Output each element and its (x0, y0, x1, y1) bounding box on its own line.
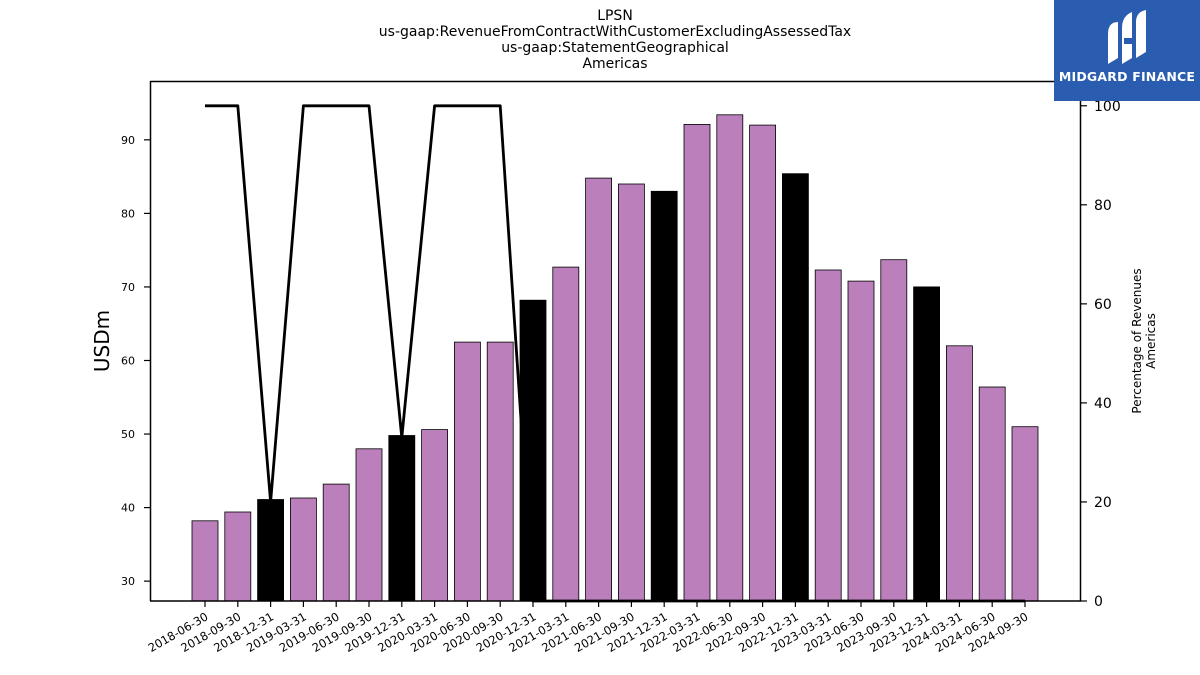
x-ticks: 2018-06-302018-09-302018-12-312019-03-31… (146, 601, 1031, 655)
chart-title: LPSN us-gaap:RevenueFromContractWithCust… (379, 8, 851, 72)
chart-title-line-4: Americas (582, 56, 647, 72)
bar-2020-06-30 (453, 341, 481, 602)
bar-2021-09-30 (618, 183, 645, 602)
y-tick-label: 70 (121, 281, 135, 294)
chart-title-line-1: LPSN (597, 8, 633, 24)
bar-2024-09-30 (1011, 426, 1039, 602)
y-tick-label: 50 (121, 428, 135, 441)
right-y-axis-label-line-2: Americas (1144, 313, 1158, 369)
y2-tick-label: 0 (1094, 594, 1103, 610)
bar-2024-06-30 (978, 386, 1006, 602)
bar-2023-06-30 (847, 280, 875, 602)
bar-2019-03-31 (289, 497, 317, 602)
bar-2023-12-31 (913, 286, 940, 602)
y2-tick-label: 40 (1094, 396, 1112, 412)
bar-2024-03-31 (946, 345, 973, 602)
midgard-logo-icon (1108, 10, 1146, 64)
bar-2023-03-31 (814, 269, 842, 602)
axes (149, 80, 1082, 602)
bar-2021-12-31 (650, 190, 678, 602)
bar-2022-06-30 (716, 114, 744, 602)
chart-title-line-3: us-gaap:StatementGeographical (501, 40, 729, 56)
y-tick-label: 40 (121, 502, 135, 515)
y2-tick-label: 60 (1094, 297, 1112, 313)
bar-2021-06-30 (585, 177, 612, 602)
bar-series (191, 114, 1039, 602)
chart-title-line-2: us-gaap:RevenueFromContractWithCustomerE… (379, 24, 851, 40)
right-y-axis-label-line-1: Percentage of Revenues (1130, 268, 1144, 413)
bar-2022-09-30 (749, 124, 776, 602)
bar-2020-09-30 (486, 341, 514, 602)
y-axis-label: USDm (90, 310, 114, 372)
y2-tick-label: 80 (1094, 198, 1112, 214)
left-y-ticks: 30 40 50 60 70 80 90 (121, 134, 150, 588)
bar-2019-12-31 (388, 435, 416, 602)
y-tick-label: 90 (121, 134, 135, 147)
brand-logo: MIDGARD FINANCE (1054, 0, 1200, 101)
y-tick-label: 80 (121, 207, 135, 220)
bar-2019-06-30 (322, 483, 350, 602)
y2-tick-label: 100 (1094, 99, 1121, 115)
right-y-ticks: 0 20 40 60 80 100 (1080, 99, 1121, 610)
bar-2020-03-31 (421, 429, 449, 602)
right-y-axis-label: Percentage of Revenues Americas (1130, 268, 1158, 413)
bar-2022-12-31 (782, 173, 809, 602)
brand-name: MIDGARD FINANCE (1058, 69, 1196, 84)
bar-2018-12-31 (257, 499, 285, 602)
y2-tick-label: 20 (1094, 495, 1112, 511)
bar-2022-03-31 (683, 124, 711, 602)
y-tick-label: 30 (121, 575, 135, 588)
bar-2018-06-30 (191, 520, 219, 602)
y-tick-label: 60 (121, 354, 135, 367)
bar-2018-09-30 (224, 511, 252, 602)
bar-2023-09-30 (880, 259, 908, 602)
bar-2021-03-31 (552, 266, 580, 602)
bar-2019-09-30 (355, 448, 383, 602)
